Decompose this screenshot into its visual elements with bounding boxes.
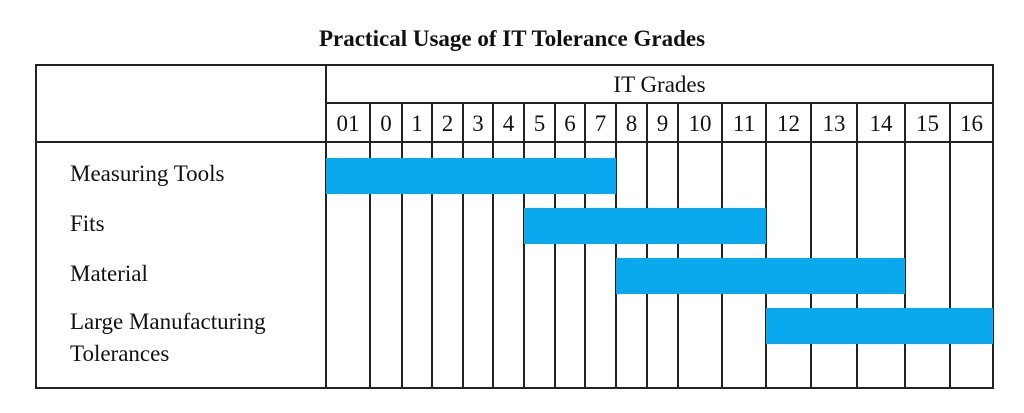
- row-label-line: Measuring Tools: [70, 161, 225, 186]
- bar-large-manufacturing-tolerances: [766, 308, 993, 344]
- tick-label: 8: [626, 111, 638, 136]
- x-axis-label: IT Grades: [613, 72, 705, 97]
- tick-label: 14: [870, 111, 894, 136]
- tick-label: 2: [442, 111, 454, 136]
- tick-label: 1: [411, 111, 423, 136]
- row-label-line: Material: [70, 261, 148, 286]
- tick-label: 0: [380, 111, 392, 136]
- tick-label: 11: [733, 111, 755, 136]
- tick-label: 3: [472, 111, 484, 136]
- row-label-line: Tolerances: [70, 341, 170, 366]
- bar-fits: [524, 208, 766, 244]
- bar-measuring-tools: [326, 158, 616, 194]
- tick-label: 16: [960, 111, 983, 136]
- bar-material: [616, 258, 905, 294]
- tick-label: 12: [777, 111, 800, 136]
- row-label: Material: [70, 258, 148, 290]
- row-label: Fits: [70, 208, 105, 240]
- tick-label: 7: [595, 111, 607, 136]
- row-label: Large Manufacturing Tolerances: [70, 306, 266, 370]
- tick-label: 01: [337, 111, 360, 136]
- tick-label: 4: [503, 111, 515, 136]
- tick-label: 6: [564, 111, 576, 136]
- table-border: [35, 64, 994, 389]
- chart-title: Practical Usage of IT Tolerance Grades: [318, 26, 706, 51]
- tick-label: 13: [823, 111, 846, 136]
- row-label-line: Fits: [70, 211, 105, 236]
- tick-label: 5: [534, 111, 546, 136]
- tick-label: 10: [689, 111, 712, 136]
- row-label-line: Large Manufacturing: [70, 309, 266, 334]
- row-label: Measuring Tools: [70, 158, 225, 190]
- tick-label: 15: [916, 111, 939, 136]
- tick-label: 9: [657, 111, 669, 136]
